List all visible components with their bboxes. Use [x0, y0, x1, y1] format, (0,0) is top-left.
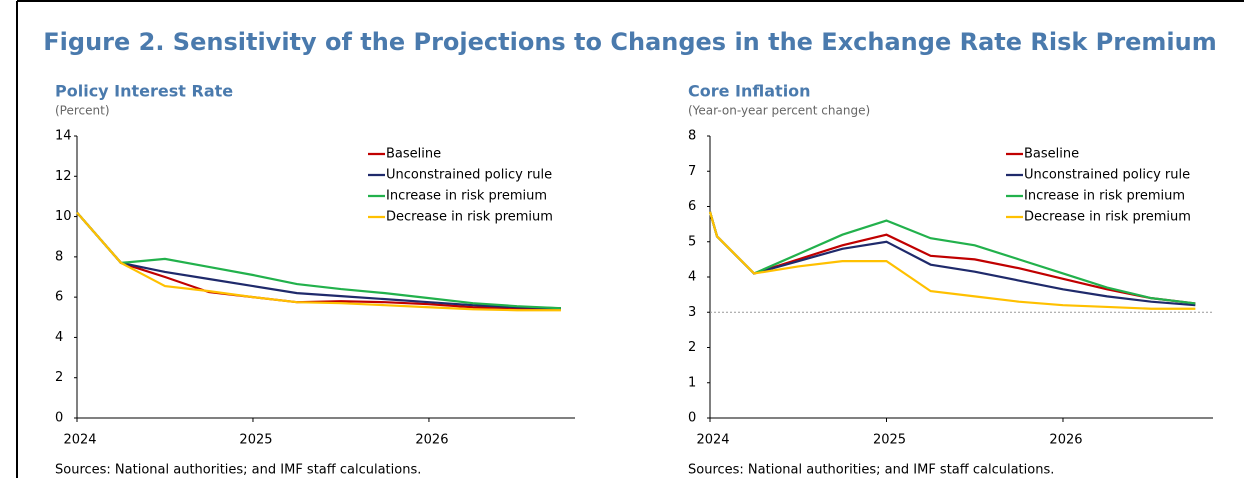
y-tick-label: 4	[688, 270, 696, 285]
x-tick-label: 2025	[873, 433, 906, 448]
y-tick-label: 7	[688, 164, 696, 179]
y-tick-label: 2	[55, 370, 63, 385]
y-tick-label: 5	[688, 234, 696, 249]
y-tick-label: 4	[55, 330, 63, 345]
legend-label: Decrease in risk premium	[386, 210, 553, 225]
y-tick-label: 0	[688, 411, 696, 426]
panel-subtitle: (Year-on-year percent change)	[688, 104, 870, 118]
y-tick-label: 2	[688, 340, 696, 355]
legend-label: Baseline	[1024, 147, 1079, 162]
series-line	[76, 211, 561, 310]
panel-subtitle: (Percent)	[55, 104, 110, 118]
series-line	[76, 211, 561, 312]
series-line	[76, 211, 561, 310]
legend-label: Unconstrained policy rule	[386, 168, 552, 183]
x-tick-label: 2026	[415, 433, 448, 448]
x-tick-label: 2024	[63, 433, 96, 448]
y-tick-label: 8	[55, 249, 63, 264]
source-note: Sources: National authorities; and IMF s…	[688, 463, 1054, 478]
y-tick-label: 0	[55, 411, 63, 426]
series-line	[708, 211, 1196, 305]
y-tick-label: 6	[55, 290, 63, 305]
y-tick-label: 6	[688, 199, 696, 214]
y-tick-label: 3	[688, 305, 696, 320]
legend-label: Increase in risk premium	[386, 189, 547, 204]
series-line	[708, 211, 1196, 310]
x-tick-label: 2024	[696, 433, 729, 448]
y-tick-label: 1	[688, 375, 696, 390]
panel-title: Core Inflation	[688, 82, 811, 101]
y-tick-label: 12	[55, 169, 72, 184]
legend-label: Decrease in risk premium	[1024, 210, 1191, 225]
panel-title: Policy Interest Rate	[55, 82, 233, 101]
y-tick-label: 8	[688, 129, 696, 144]
x-tick-label: 2025	[239, 433, 272, 448]
y-tick-label: 14	[55, 129, 72, 144]
source-note: Sources: National authorities; and IMF s…	[55, 463, 421, 478]
y-tick-label: 10	[55, 209, 72, 224]
figure-title: Figure 2. Sensitivity of the Projections…	[43, 28, 1216, 56]
x-tick-label: 2026	[1049, 433, 1082, 448]
legend-label: Baseline	[386, 147, 441, 162]
legend-label: Unconstrained policy rule	[1024, 168, 1190, 183]
legend-label: Increase in risk premium	[1024, 189, 1185, 204]
